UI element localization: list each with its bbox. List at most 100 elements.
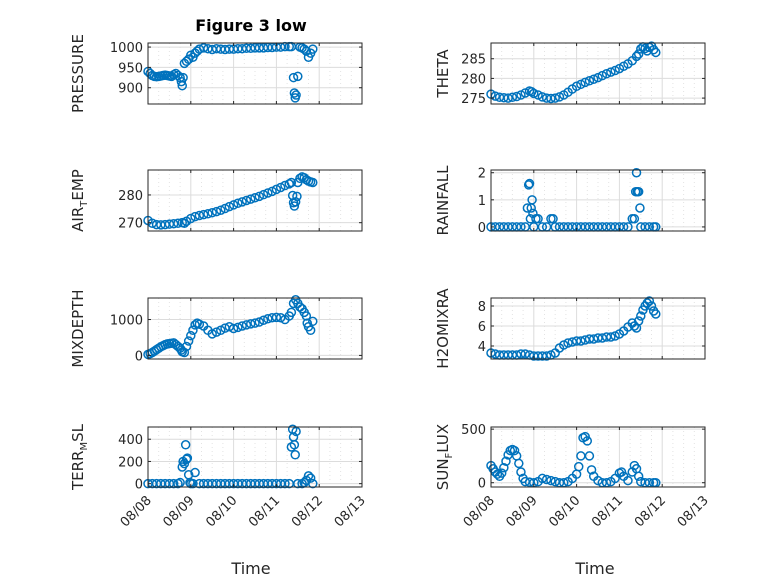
data-point	[289, 88, 300, 98]
y-axis-label-main: AIR	[69, 207, 87, 232]
y-tick-label: 2	[478, 167, 486, 182]
data-point	[168, 478, 179, 489]
figure-title: Figure 3 low	[195, 16, 307, 35]
data-point	[207, 329, 217, 339]
y-axis-label: TERRMSL	[69, 423, 90, 491]
data-point	[501, 456, 511, 467]
y-axis-label-main: THETA	[434, 49, 452, 99]
axes-box	[490, 42, 706, 105]
y-tick-label: 6	[478, 320, 486, 335]
data-point	[546, 93, 556, 104]
data-point	[254, 317, 265, 327]
axes-box	[147, 169, 363, 232]
data-point	[254, 191, 265, 202]
data-point	[211, 327, 222, 337]
data-point	[499, 462, 509, 473]
data-point	[233, 322, 243, 333]
y-axis-label: SUNFLUX	[434, 424, 455, 490]
axes-box	[147, 426, 363, 488]
data-point	[644, 296, 655, 306]
y-axis-label-main: MIXDEPTH	[69, 289, 87, 367]
data-point	[194, 319, 205, 329]
data-point	[582, 436, 593, 446]
data-point	[550, 93, 560, 103]
data-point	[492, 469, 503, 479]
data-point	[292, 191, 302, 202]
data-point	[633, 316, 644, 326]
data-point	[303, 471, 314, 481]
data-point	[580, 77, 590, 88]
series-markers	[486, 431, 661, 488]
x-axis-label-right: Time	[574, 559, 614, 578]
data-point	[183, 336, 194, 346]
data-point	[237, 197, 247, 207]
axes-box	[490, 297, 706, 360]
series-markers	[486, 41, 661, 104]
data-point	[181, 341, 192, 352]
data-point	[528, 208, 538, 219]
y-tick-label: 4	[478, 340, 486, 355]
data-point	[606, 332, 616, 342]
y-axis-label-tail: LUX	[434, 424, 452, 453]
data-point	[188, 478, 198, 489]
data-point	[295, 173, 305, 184]
data-point	[631, 167, 642, 178]
y-axis-label: PRESSURE	[69, 34, 87, 113]
y-axis-label-tail: SL	[69, 423, 87, 442]
data-point	[198, 209, 209, 220]
y-tick-label: 0	[135, 349, 143, 364]
data-point	[629, 214, 640, 224]
y-tick-label: 950	[118, 61, 143, 76]
panel-mixdepth: 0 1000 MIXDEPTH	[69, 289, 363, 368]
data-point	[286, 307, 297, 318]
axes-box	[490, 426, 706, 488]
y-tick-label: 8	[478, 300, 486, 315]
data-point	[529, 88, 539, 99]
data-point	[263, 314, 273, 324]
data-point	[237, 321, 247, 331]
y-axis-label-subscript: M	[79, 442, 90, 451]
y-tick-label: 500	[461, 423, 486, 438]
data-point	[633, 49, 644, 59]
y-axis-label: AIRTEMP	[69, 169, 90, 232]
data-point	[241, 320, 252, 330]
data-point	[308, 177, 318, 188]
data-point	[190, 467, 200, 478]
y-axis-label-main: RAINFALL	[434, 165, 452, 236]
y-tick-label: 1000	[110, 314, 143, 329]
data-point	[293, 478, 303, 489]
data-point	[286, 177, 297, 188]
data-point	[576, 336, 586, 346]
data-point	[290, 450, 300, 460]
data-point	[275, 312, 286, 323]
data-point	[522, 203, 533, 213]
y-axis-label: RAINFALL	[434, 165, 452, 236]
data-point	[601, 68, 612, 79]
data-point	[293, 71, 303, 82]
data-point	[245, 319, 256, 329]
data-point	[207, 207, 217, 218]
data-point	[288, 72, 299, 83]
panel-theta: 275 280 285 THETA	[434, 41, 706, 107]
data-point	[289, 440, 300, 450]
data-point	[305, 325, 316, 336]
data-point	[224, 201, 235, 212]
y-axis-label-main: SUN	[434, 458, 452, 490]
data-point	[527, 195, 537, 205]
data-point	[533, 214, 543, 224]
y-axis-label: THETA	[434, 49, 452, 99]
y-tick-label: 0	[135, 478, 143, 493]
data-point	[514, 458, 524, 469]
data-point	[284, 179, 294, 189]
data-point	[228, 323, 239, 334]
data-point	[182, 453, 193, 463]
y-tick-label: 900	[118, 82, 143, 97]
y-axis-label-main: TERR	[69, 451, 87, 492]
data-point	[180, 440, 191, 450]
data-point	[291, 90, 301, 100]
data-point	[179, 347, 190, 358]
data-point	[633, 186, 644, 197]
data-point	[289, 201, 300, 211]
